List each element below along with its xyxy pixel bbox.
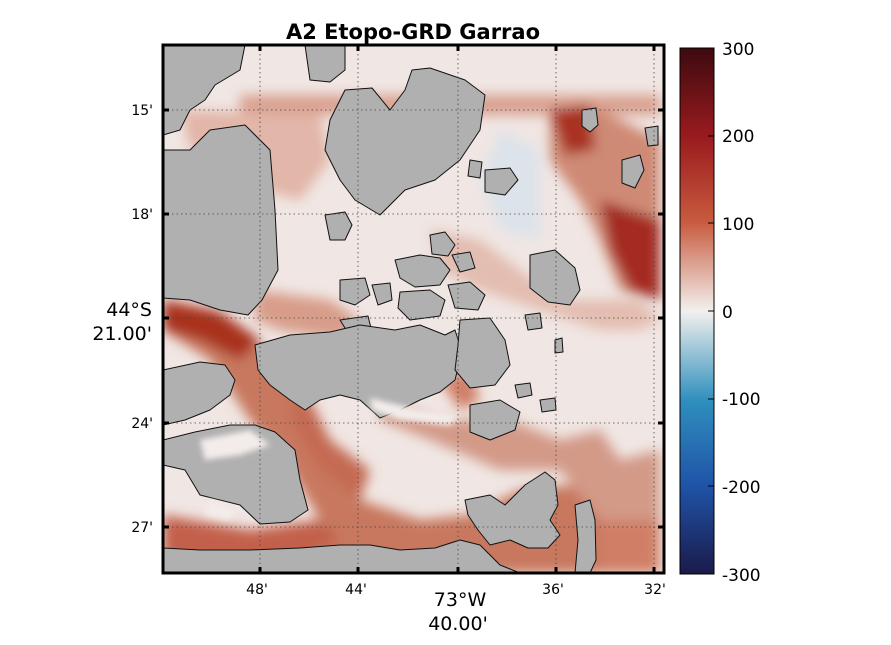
land-central-south	[254, 324, 463, 419]
colorbar-tick-label: 200	[722, 127, 754, 147]
land-mid-islands-5	[447, 281, 486, 311]
colorbar-tick-label: 100	[722, 215, 754, 235]
land-islet-a	[324, 211, 353, 241]
land-se-right	[574, 499, 597, 573]
y-tick-label: 27'	[131, 520, 153, 536]
land-mid-islands	[339, 277, 371, 306]
land-central-cluster-2	[429, 231, 456, 257]
x-tick-label: 36'	[542, 582, 564, 598]
land-southeast	[464, 471, 561, 549]
colorbar-tick-label: -200	[722, 478, 761, 498]
land-north-central	[324, 67, 486, 216]
y-tick-label: 18'	[131, 207, 153, 223]
land-southwest-lower	[163, 361, 236, 426]
colorbar-tick-label: 0	[722, 303, 733, 323]
land-small-east-islets-2	[539, 397, 557, 413]
y-tick-marks	[163, 108, 664, 529]
map-title: A2 Etopo-GRD Garrao	[286, 20, 540, 44]
colorbar: 300 200 100 0 -100 -200 -300	[679, 40, 761, 586]
y-tick-label: 24'	[131, 416, 153, 432]
land-east-islet	[524, 312, 543, 331]
land-east-central	[454, 317, 511, 389]
land-northwest	[163, 45, 246, 136]
land-ne-islet	[581, 107, 599, 133]
x-center-label-degrees: 73°W	[434, 589, 487, 611]
y-tick-label: 15'	[131, 103, 153, 119]
x-tick-label: 48'	[246, 582, 268, 598]
y-center-label-minutes: 21.00'	[92, 323, 152, 345]
x-tick-marks	[258, 45, 656, 573]
land-central-cluster	[394, 254, 451, 288]
land-islet-c	[484, 167, 519, 196]
x-tick-label: 44'	[345, 582, 367, 598]
map-frame	[161, 43, 666, 575]
land-ne-islet-2	[621, 154, 645, 189]
land-east-islet-2	[554, 337, 564, 354]
map-panel	[163, 45, 664, 573]
land-mid-islands-4	[397, 289, 446, 321]
land-mid-islands-2	[371, 282, 393, 306]
near-zero-inlets	[200, 398, 460, 520]
land-small-east-islets	[514, 382, 533, 399]
land-southeast-channel-island	[469, 399, 521, 441]
land-southwest-big	[163, 424, 309, 525]
colorbar-tick-label: -300	[722, 566, 761, 586]
land-west-peninsula	[163, 124, 279, 316]
land-north-small	[304, 45, 346, 83]
land-east-island	[529, 249, 581, 306]
colorbar-tick-label: -100	[722, 390, 761, 410]
colorbar-tick-label: 300	[722, 40, 754, 60]
land-islet-b	[467, 159, 483, 179]
land-masses	[163, 45, 659, 573]
x-center-label-minutes: 40.00'	[428, 613, 488, 635]
y-center-label-degrees: 44°S	[106, 299, 152, 321]
x-tick-label: 32'	[644, 582, 666, 598]
